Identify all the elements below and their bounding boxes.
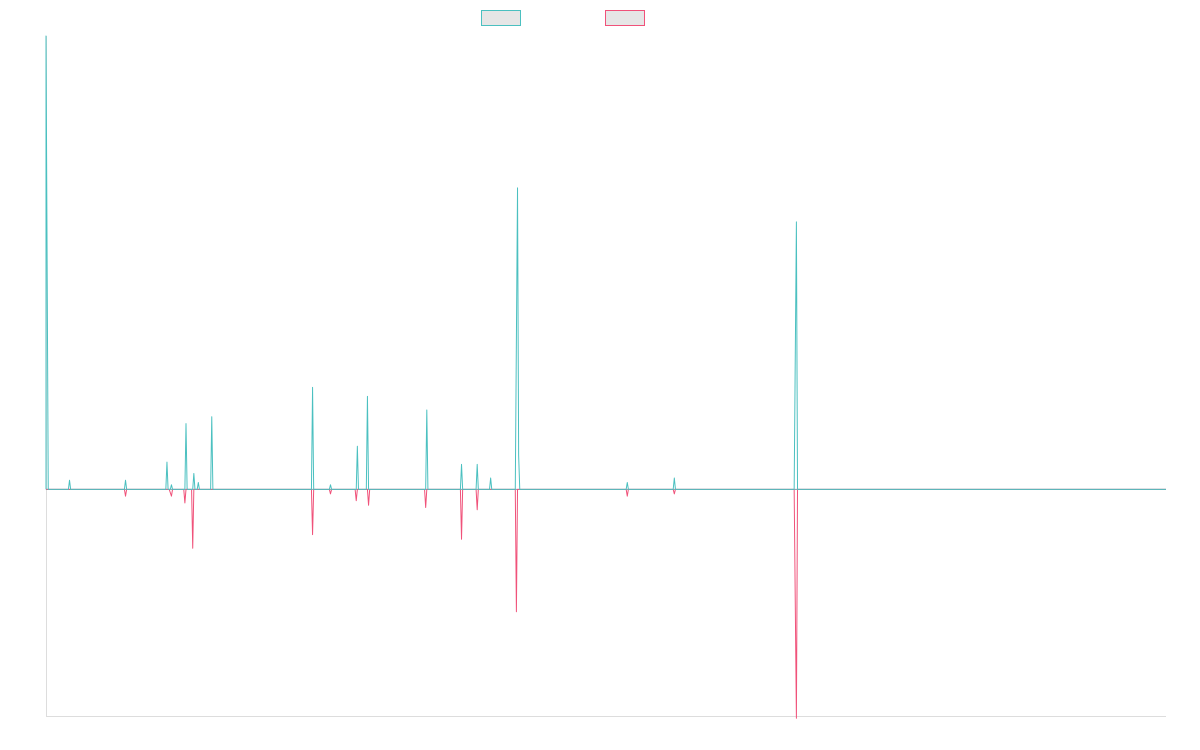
plot-area [45,35,1166,719]
series-line-1 [45,35,1166,490]
series-line-2 [46,488,1166,719]
legend[interactable] [481,10,645,26]
legend-swatch-2[interactable] [605,10,645,26]
legend-swatch-1[interactable] [481,10,521,26]
